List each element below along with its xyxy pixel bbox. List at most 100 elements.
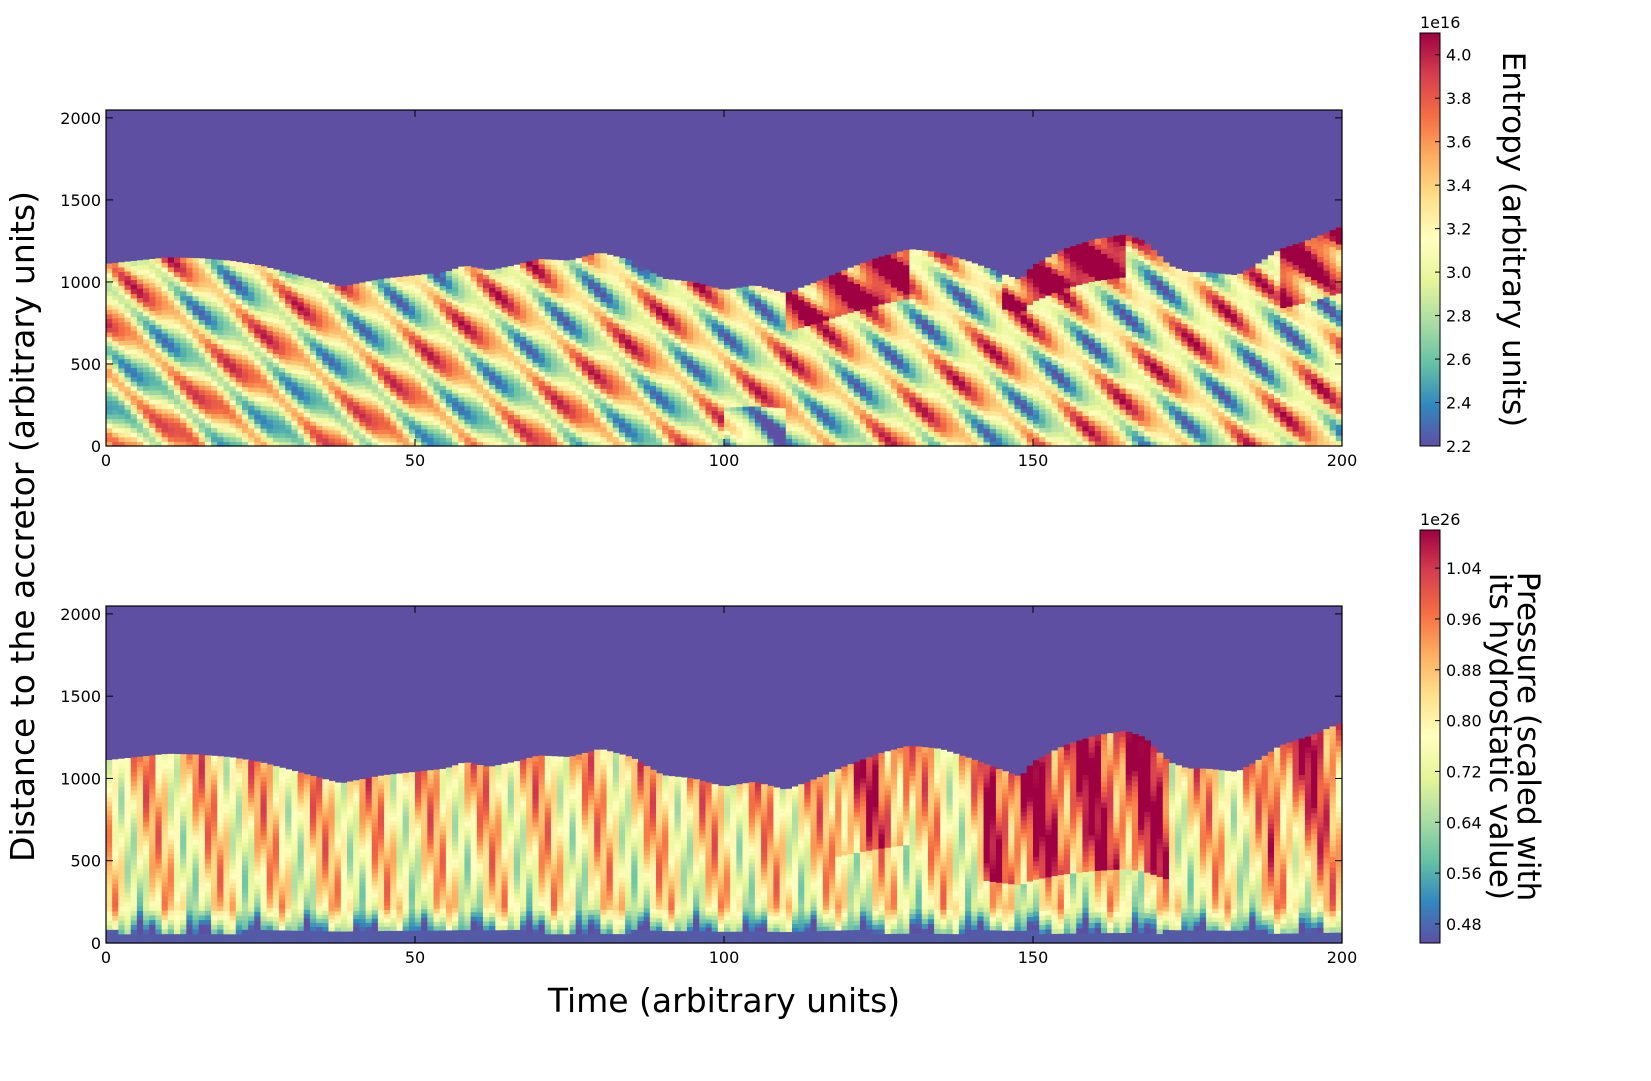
heatmap-cell	[458, 329, 466, 335]
heatmap-cell	[371, 321, 379, 327]
heatmap-cell	[791, 414, 799, 420]
heatmap-cell	[705, 290, 713, 295]
heatmap-cell	[371, 400, 379, 406]
heatmap-cell	[841, 296, 849, 302]
heatmap-cell	[303, 311, 311, 317]
heatmap-cell	[588, 355, 595, 361]
heatmap-cell	[779, 430, 787, 436]
heatmap-cell	[106, 318, 113, 324]
heatmap-cell	[316, 413, 323, 418]
heatmap-cell	[835, 398, 843, 404]
heatmap-cell	[204, 286, 212, 293]
heatmap-cell	[452, 388, 459, 394]
heatmap-cell	[532, 301, 540, 307]
heatmap-cell	[458, 401, 466, 407]
heatmap-cell	[106, 418, 113, 424]
heatmap-cell	[396, 302, 404, 308]
heatmap-cell	[136, 339, 144, 345]
heatmap-cell	[872, 361, 880, 367]
heatmap-cell	[334, 374, 342, 379]
heatmap-cell	[680, 280, 688, 286]
heatmap-cell	[804, 409, 812, 415]
heatmap-cell	[507, 383, 515, 389]
heatmap-cell	[396, 424, 404, 430]
heatmap-cell	[439, 350, 447, 356]
heatmap-cell	[550, 259, 558, 266]
heatmap-cell	[563, 330, 571, 336]
heatmap-cell	[563, 288, 571, 294]
heatmap-cell	[347, 389, 354, 395]
heatmap-cell	[415, 369, 422, 374]
heatmap-cell	[816, 425, 824, 431]
heatmap-cell	[835, 407, 843, 412]
heatmap-cell	[217, 259, 225, 266]
heatmap-cell	[408, 343, 416, 349]
heatmap-cell	[390, 416, 398, 422]
heatmap-cell	[347, 329, 354, 334]
heatmap-cell	[365, 441, 373, 447]
heatmap-cell	[408, 428, 416, 434]
heatmap-cell	[594, 368, 601, 375]
heatmap-cell	[779, 342, 787, 347]
heatmap-cell	[748, 353, 756, 359]
heatmap-cell	[272, 410, 280, 416]
heatmap-cell	[581, 417, 589, 423]
heatmap-cell	[736, 362, 744, 368]
heatmap-cell	[192, 384, 200, 391]
heatmap-cell	[241, 359, 249, 365]
heatmap-cell	[384, 378, 391, 384]
heatmap-cell	[600, 253, 608, 259]
heatmap-cell	[748, 377, 756, 383]
heatmap-cell	[717, 434, 725, 439]
heatmap-cell	[371, 375, 379, 381]
heatmap-cell	[872, 366, 880, 372]
heatmap-cell	[600, 368, 608, 375]
heatmap-cell	[649, 325, 657, 330]
heatmap-cell	[173, 285, 181, 292]
heatmap-cell	[693, 299, 700, 304]
heatmap-cell	[520, 404, 527, 411]
heatmap-cell	[779, 350, 787, 355]
heatmap-cell	[439, 424, 447, 430]
heatmap-cell	[791, 399, 799, 404]
heatmap-cell	[421, 368, 428, 374]
heatmap-cell	[631, 285, 639, 291]
heatmap-cell	[637, 356, 645, 362]
heatmap-cell	[316, 342, 323, 348]
heatmap-cell	[470, 325, 478, 331]
heatmap-cell	[347, 369, 354, 375]
heatmap-cell	[167, 318, 175, 325]
heatmap-cell	[198, 286, 206, 292]
heatmap-cell	[699, 332, 707, 338]
heatmap-cell	[662, 425, 669, 430]
heatmap-cell	[186, 257, 194, 264]
heatmap-cell	[167, 342, 175, 348]
heatmap-cell	[724, 352, 731, 357]
heatmap-cell	[810, 283, 818, 288]
heatmap-cell	[340, 294, 348, 299]
heatmap-cell	[501, 329, 509, 335]
heatmap-cell	[656, 302, 663, 308]
heatmap-cell	[699, 429, 707, 435]
heatmap-cell	[334, 386, 342, 391]
heatmap-cell	[822, 387, 830, 392]
heatmap-cell	[340, 334, 348, 339]
heatmap-cell	[106, 377, 113, 383]
heatmap-cell	[241, 272, 249, 278]
heatmap-cell	[402, 344, 410, 350]
heatmap-cell	[606, 345, 614, 352]
heatmap-cell	[730, 367, 737, 372]
heatmap-cell	[309, 358, 317, 364]
heatmap-cell	[736, 319, 744, 324]
heatmap-cell	[452, 410, 459, 416]
heatmap-cell	[217, 338, 225, 345]
heatmap-cell	[217, 301, 225, 307]
heatmap-cell	[279, 376, 286, 382]
heatmap-cell	[402, 399, 410, 405]
heatmap-cell	[829, 394, 836, 400]
heatmap-cell	[761, 434, 768, 439]
heatmap-cell	[606, 369, 614, 375]
heatmap-cell	[736, 351, 744, 356]
heatmap-cell	[371, 338, 379, 344]
heatmap-cell	[674, 346, 682, 352]
